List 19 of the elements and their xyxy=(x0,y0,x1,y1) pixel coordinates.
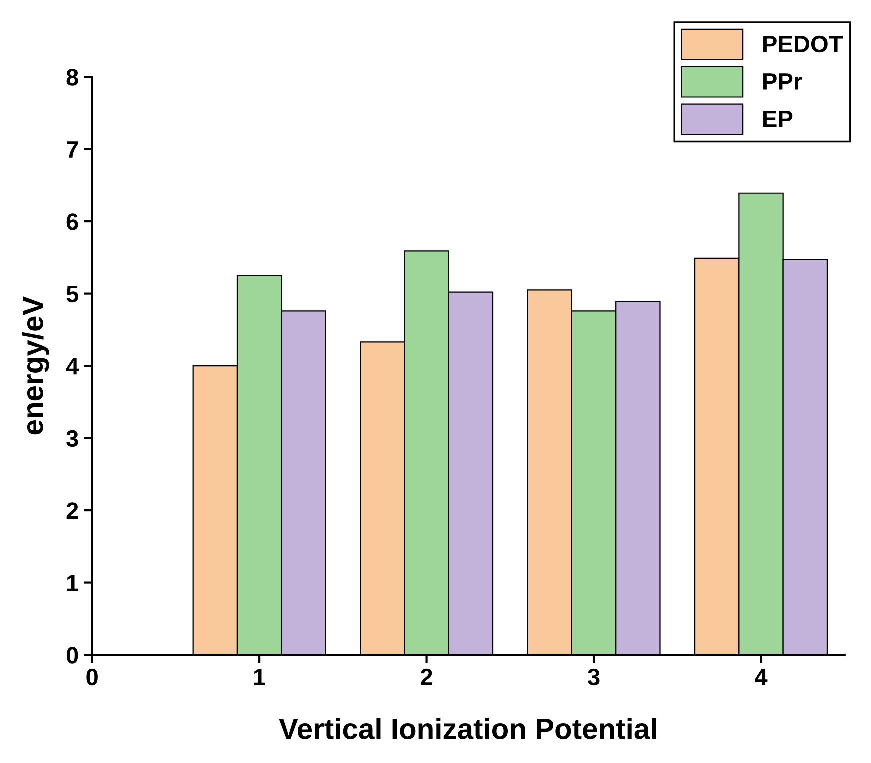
y-tick-label: 4 xyxy=(66,358,80,375)
legend-label: PEDOT xyxy=(764,36,844,53)
x-axis-title: Vertical Ionization Potential xyxy=(279,718,656,740)
y-tick-label: 7 xyxy=(67,142,78,158)
y-axis-title: energy/eV xyxy=(22,296,50,435)
y-tick-label: 6 xyxy=(66,214,78,230)
y-tick-label: 3 xyxy=(66,430,78,448)
y-tick-label: 0 xyxy=(66,647,78,664)
x-tick-label: 1 xyxy=(254,669,266,686)
y-tick-label: 8 xyxy=(66,69,78,86)
legend-label: EP xyxy=(764,110,793,128)
y-tick-label: 1 xyxy=(67,575,78,592)
legend-label: PPr xyxy=(764,74,802,90)
x-tick-label: 0 xyxy=(86,668,98,686)
x-tick-label: 4 xyxy=(755,669,768,686)
y-tick-label: 5 xyxy=(66,286,78,303)
x-tick-label: 3 xyxy=(588,668,600,686)
x-tick-label: 2 xyxy=(421,668,432,686)
y-tick-label: 2 xyxy=(66,502,78,520)
